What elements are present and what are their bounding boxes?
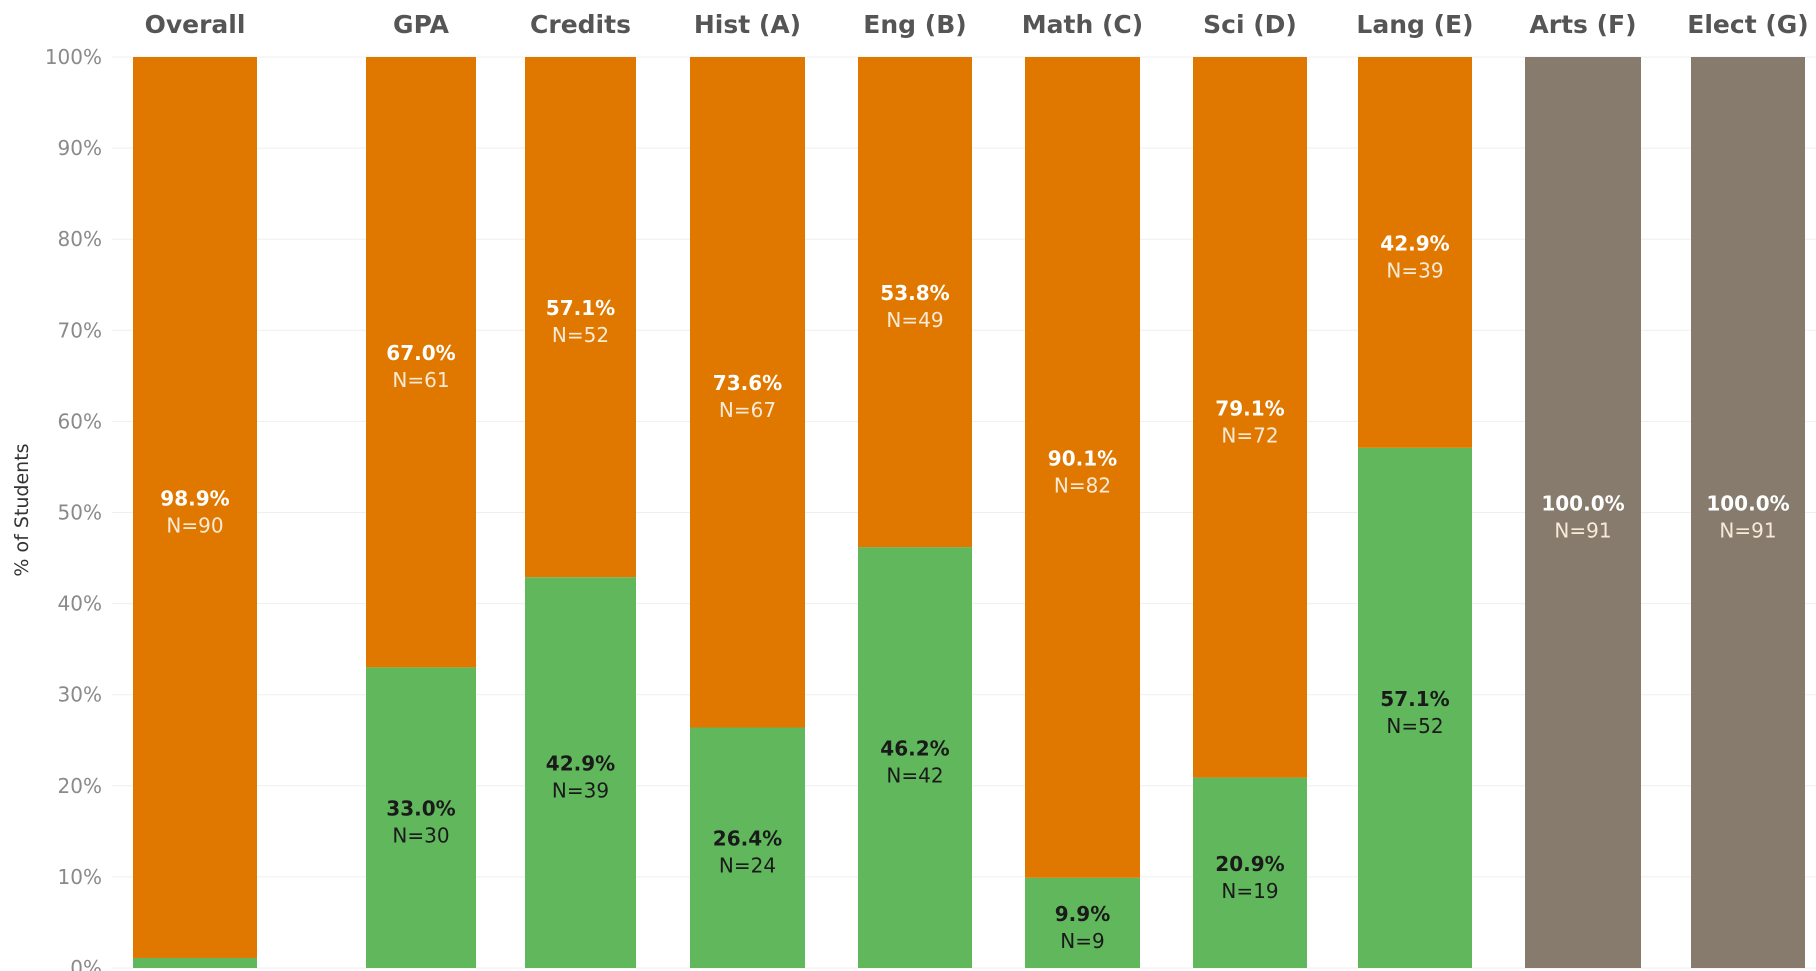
pct-label: 26.4%: [713, 827, 782, 851]
y-axis: 0% 10% 20% 30% 40% 50% 60% 70% 80% 90% 100%: [45, 45, 102, 971]
count-label: N=52: [552, 323, 609, 347]
count-label: N=24: [719, 854, 776, 878]
column-headers: Overall GPA Credits Hist (A) Eng (B) Math (C)…: [145, 10, 1809, 39]
pct-label: 42.9%: [546, 752, 615, 776]
pct-label: 57.1%: [1380, 687, 1449, 711]
pct-label: 33.0%: [386, 797, 455, 821]
column-header: Hist (A): [694, 10, 801, 39]
column-header: Elect (G): [1687, 10, 1808, 39]
column-header: Overall: [145, 10, 246, 39]
pct-label: 42.9%: [1380, 231, 1449, 255]
bars: [133, 57, 1805, 969]
pct-label: 100.0%: [1541, 492, 1624, 516]
count-label: N=91: [1554, 519, 1611, 543]
count-label: N=19: [1221, 879, 1278, 903]
column-header: Math (C): [1022, 10, 1143, 39]
bar-segment-green: [366, 667, 476, 968]
count-label: N=72: [1221, 423, 1278, 447]
pct-label: 67.0%: [386, 341, 455, 365]
y-tick-label: 10%: [58, 865, 102, 889]
pct-label: 46.2%: [880, 737, 949, 761]
count-label: N=39: [552, 779, 609, 803]
y-tick-label: 20%: [58, 774, 102, 798]
bar-segment-orange: [1025, 57, 1140, 878]
pct-label: 73.6%: [713, 371, 782, 395]
column-header: Eng (B): [863, 10, 966, 39]
count-label: N=9: [1060, 929, 1104, 953]
count-label: N=39: [1386, 258, 1443, 282]
bar-segment-green: [1358, 447, 1472, 969]
column-header: Sci (D): [1203, 10, 1297, 39]
bar-segment-green: [133, 957, 257, 968]
pct-label: 20.9%: [1215, 852, 1284, 876]
pct-label: 100.0%: [1706, 492, 1789, 516]
count-label: N=49: [886, 308, 943, 332]
count-label: N=91: [1719, 519, 1776, 543]
pct-label: 9.9%: [1055, 902, 1110, 926]
y-tick-label: 80%: [58, 227, 102, 251]
bar-segment-green: [858, 547, 972, 968]
bar-segment-gray: [1525, 57, 1641, 968]
pct-label: 79.1%: [1215, 396, 1284, 420]
pct-label: 53.8%: [880, 281, 949, 305]
bar-segment-green: [525, 577, 636, 968]
bar-segment-orange: [1358, 57, 1472, 448]
pct-label: 98.9%: [160, 486, 229, 510]
y-tick-label: 70%: [58, 318, 102, 342]
bar-segment-orange: [1193, 57, 1307, 778]
column-header: Arts (F): [1529, 10, 1636, 39]
bar-segment-green: [1193, 777, 1307, 968]
bar-segment-orange: [133, 57, 257, 958]
bar-segment-orange: [858, 57, 972, 548]
y-tick-label: 60%: [58, 409, 102, 433]
count-label: N=42: [886, 764, 943, 788]
bar-segment-orange: [690, 57, 805, 728]
bar-segment-orange: [525, 57, 636, 578]
y-tick-label: 100%: [45, 45, 102, 69]
bar-segment-green: [690, 727, 805, 968]
count-label: N=82: [1054, 473, 1111, 497]
count-label: N=30: [392, 824, 449, 848]
y-axis-title: % of Students: [11, 443, 33, 576]
count-label: N=90: [166, 513, 223, 537]
pct-label: 90.1%: [1048, 446, 1117, 470]
pct-label: 57.1%: [546, 296, 615, 320]
count-label: N=67: [719, 398, 776, 422]
y-tick-label: 30%: [58, 683, 102, 707]
column-header: GPA: [393, 10, 450, 39]
column-header: Credits: [530, 10, 631, 39]
y-tick-label: 50%: [58, 501, 102, 525]
bar-segment-orange: [366, 57, 476, 668]
count-label: N=61: [392, 368, 449, 392]
y-tick-label: 40%: [58, 592, 102, 616]
y-tick-label: 0%: [70, 956, 102, 971]
count-label: N=52: [1386, 714, 1443, 738]
column-header: Lang (E): [1356, 10, 1473, 39]
bar-segment-gray: [1691, 57, 1805, 968]
y-tick-label: 90%: [58, 136, 102, 160]
data-labels: 98.9% N=90 33.0% N=30 67.0% N=61 42.9% N=39 57.1…: [160, 231, 1789, 952]
bar-segment-green: [1025, 877, 1140, 968]
